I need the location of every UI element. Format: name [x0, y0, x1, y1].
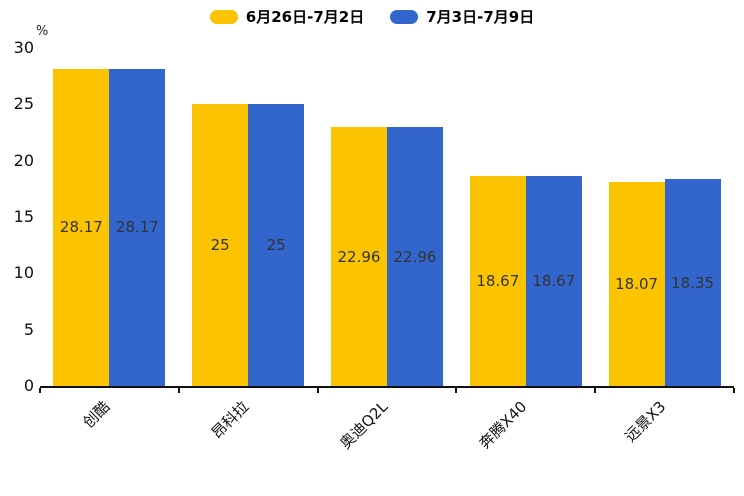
bar-6月26日-7月2日-奥迪Q2L: 22.96: [331, 127, 387, 386]
x-axis-label-创酷: 创酷: [79, 397, 114, 432]
bar-value-label: 18.07: [615, 275, 659, 294]
legend-label-series2: 7月3日-7月9日: [426, 8, 535, 26]
x-axis-tick: [177, 388, 180, 393]
bar-value-label: 18.67: [476, 271, 520, 290]
bar-value-label: 25: [266, 236, 286, 255]
y-axis-tick-label: 10: [13, 263, 34, 283]
bar-7月3日-7月9日-创酷: 28.17: [109, 68, 166, 386]
x-axis-label-奔腾X40: 奔腾X40: [475, 397, 531, 453]
y-axis-tick-label: 20: [13, 150, 34, 170]
x-axis-tick: [733, 388, 735, 393]
x-axis-tick: [455, 388, 458, 393]
x-axis-line: [40, 386, 734, 388]
bar-6月26日-7月2日-创酷: 28.17: [53, 68, 110, 386]
y-axis-tick-label: 25: [13, 94, 34, 114]
x-axis-tick: [39, 388, 41, 393]
bar-value-label: 18.35: [671, 273, 715, 292]
legend: 6月26日-7月2日 7月3日-7月9日: [0, 6, 744, 27]
y-axis-tick-label: 5: [23, 319, 34, 339]
x-axis-tick: [594, 388, 597, 393]
bar-value-label: 22.96: [393, 247, 437, 266]
y-axis-unit-label: %: [36, 24, 49, 39]
bar-value-label: 22.96: [337, 247, 381, 266]
x-axis-tick: [316, 388, 319, 393]
y-axis-tick-label: 0: [23, 376, 34, 395]
bar-value-label: 28.17: [115, 218, 159, 237]
legend-swatch-series2: [390, 9, 419, 24]
legend-item-series1[interactable]: 6月26日-7月2日: [209, 6, 365, 27]
bar-6月26日-7月2日-远景X3: 18.07: [608, 182, 665, 386]
bar-6月26日-7月2日-昂科拉: 25: [192, 104, 249, 386]
bar-7月3日-7月9日-远景X3: 18.35: [664, 179, 721, 386]
legend-item-series2[interactable]: 7月3日-7月9日: [390, 6, 534, 27]
bar-7月3日-7月9日-奔腾X40: 18.67: [525, 175, 582, 386]
legend-swatch-series1: [209, 9, 238, 24]
bar-6月26日-7月2日-奔腾X40: 18.67: [469, 175, 526, 386]
x-axis-label-远景X3: 远景X3: [620, 397, 669, 446]
legend-label-series1: 6月26日-7月2日: [245, 8, 365, 26]
bar-value-label: 28.17: [59, 218, 103, 237]
bar-value-label: 18.67: [532, 271, 576, 290]
bar-value-label: 25: [210, 236, 230, 255]
y-axis-tick-label: 15: [13, 207, 34, 226]
x-axis-label-昂科拉: 昂科拉: [207, 397, 253, 443]
bar-7月3日-7月9日-昂科拉: 25: [248, 104, 305, 386]
y-axis-tick-label: 30: [13, 38, 34, 57]
x-axis-label-奥迪Q2L: 奥迪Q2L: [336, 397, 392, 453]
bar-7月3日-7月9日-奥迪Q2L: 22.96: [387, 127, 443, 386]
